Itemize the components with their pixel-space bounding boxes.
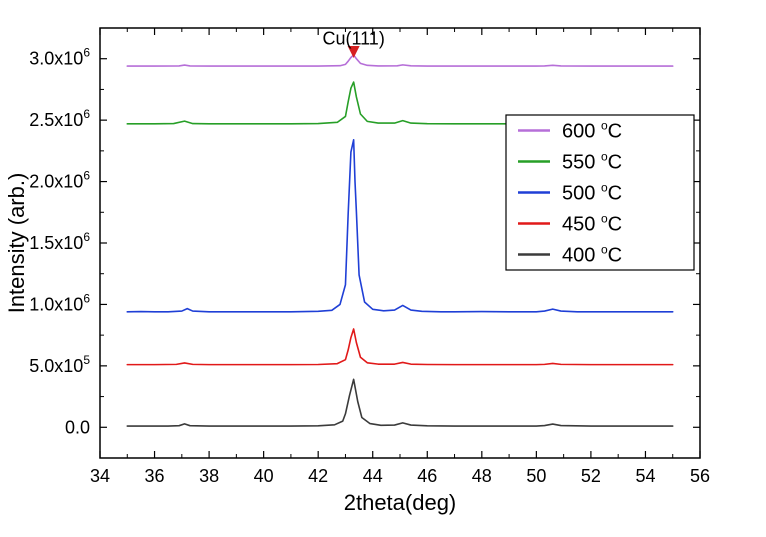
y-tick-label: 3.0x106	[29, 46, 90, 69]
x-tick-label: 46	[417, 466, 437, 486]
legend-label: 500 oC	[562, 181, 622, 205]
y-axis-label: Intensity (arb.)	[4, 173, 29, 314]
legend-label: 600 oC	[562, 119, 622, 143]
series-450C	[127, 329, 672, 365]
x-tick-label: 48	[472, 466, 492, 486]
x-tick-label: 34	[90, 466, 110, 486]
chart-svg: 34 36 38 40 42 44 46 48 50 52 54 56 0.0 5.0x105 1.0x10…	[0, 0, 766, 537]
x-tick-label: 40	[254, 466, 274, 486]
peak-annotation: Cu(111)	[322, 28, 384, 48]
x-tick-label: 50	[526, 466, 546, 486]
legend: 600 oC 550 oC 500 oC 450 oC 400 oC	[506, 115, 694, 270]
x-tick-label: 38	[199, 466, 219, 486]
x-tick-label: 54	[635, 466, 655, 486]
y-tick-label: 2.5x106	[29, 107, 90, 130]
legend-label: 450 oC	[562, 212, 622, 236]
legend-label: 400 oC	[562, 243, 622, 267]
x-tick-label: 56	[690, 466, 710, 486]
series-600C	[127, 55, 672, 66]
y-tick-label: 0.0	[65, 417, 90, 437]
x-axis-label: 2theta(deg)	[344, 490, 457, 515]
series-400C	[127, 379, 672, 426]
x-tick-label: 44	[363, 466, 383, 486]
y-tick-label: 5.0x105	[29, 353, 90, 376]
x-tick-label: 42	[308, 466, 328, 486]
x-tick-label: 52	[581, 466, 601, 486]
x-tick-label: 36	[145, 466, 165, 486]
xrd-chart: 34 36 38 40 42 44 46 48 50 52 54 56 0.0 5.0x105 1.0x10…	[0, 0, 766, 537]
y-tick-label: 1.0x106	[29, 291, 90, 314]
legend-label: 550 oC	[562, 150, 622, 174]
y-tick-label: 1.5x106	[29, 230, 90, 253]
y-tick-label: 2.0x106	[29, 169, 90, 192]
